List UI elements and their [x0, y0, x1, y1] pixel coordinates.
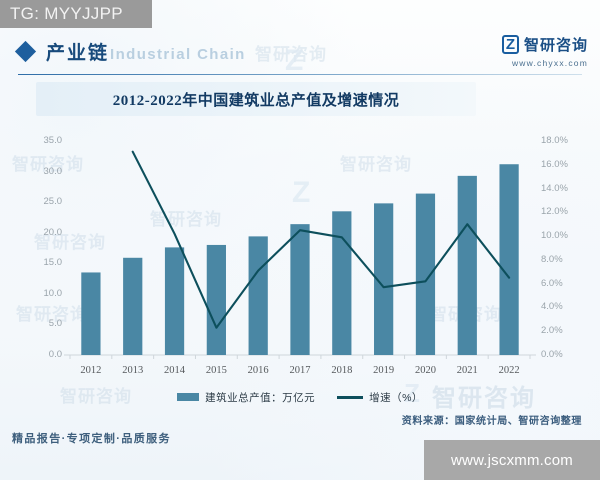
- source-note: 资料来源：国家统计局、智研咨询整理: [401, 416, 582, 427]
- x-tick-2013: 2013: [122, 365, 144, 376]
- tg-tag-overlay: TG: MYYJJPP: [0, 0, 152, 28]
- brand-logo-icon: Z: [501, 35, 519, 54]
- x-tick-2015: 2015: [205, 365, 227, 376]
- chart-legend: 建筑业总产值：万亿元 增速（%）: [0, 388, 600, 406]
- x-tick-2021: 2021: [456, 365, 478, 376]
- brand-name: 智研咨询: [523, 37, 588, 54]
- legend-bar-label: 建筑业总产值：万亿元: [205, 391, 316, 404]
- y-tick-left-35.0: 35.0: [43, 135, 63, 146]
- x-tick-2016: 2016: [247, 365, 269, 376]
- y-tick-right-8.0%: 8.0%: [541, 253, 563, 265]
- x-tick-2012: 2012: [80, 365, 102, 376]
- bar-2014: [164, 247, 185, 355]
- bar-2016: [248, 236, 268, 355]
- legend-line-label: 增速（%）: [369, 391, 423, 404]
- x-tick-2020: 2020: [414, 365, 436, 376]
- y-tick-right-14.0%: 14.0%: [541, 182, 568, 194]
- url-overlay-text: www.jscxmm.com: [451, 451, 573, 469]
- x-tick-2014: 2014: [164, 365, 186, 376]
- y-tick-left-5.0: 5.0: [48, 318, 62, 330]
- brand-block: Z 智研咨询 www.chyxx.com: [501, 34, 588, 68]
- bar-2019: [374, 203, 394, 355]
- y-tick-right-6.0%: 6.0%: [541, 277, 563, 289]
- legend-line-swatch: [337, 395, 364, 399]
- x-tick-2022: 2022: [498, 365, 520, 376]
- growth-rate-line: [131, 150, 511, 329]
- brand-url: www.chyxx.com: [511, 58, 588, 68]
- y-tick-left-20.0: 20.0: [43, 226, 63, 238]
- y-tick-left-30.0: 30.0: [43, 165, 63, 177]
- y-tick-right-2.0%: 2.0%: [541, 325, 563, 337]
- x-tick-2018: 2018: [331, 365, 353, 376]
- bar-2020: [415, 193, 436, 355]
- y-tick-right-16.0%: 16.0%: [541, 158, 568, 170]
- y-tick-right-0.0%: 0.0%: [541, 349, 563, 360]
- bar-2018: [332, 211, 352, 355]
- y-tick-right-18.0%: 18.0%: [541, 135, 568, 146]
- legend-item-bar: 建筑业总产值：万亿元: [177, 390, 315, 405]
- bar-2021: [457, 175, 477, 355]
- bar-2013: [123, 257, 143, 355]
- url-overlay: www.jscxmm.com: [424, 440, 600, 480]
- tagline: 精品报告·专项定制·品质服务: [12, 433, 171, 445]
- bar-2022: [499, 164, 519, 355]
- header-divider: [18, 74, 582, 75]
- page-title: 产业链: [46, 43, 110, 64]
- chart-title: 2012-2022年中国建筑业总产值及增速情况: [112, 93, 400, 109]
- bar-2015: [206, 244, 226, 355]
- header-subtitle: Industrial Chain: [110, 46, 246, 63]
- y-tick-right-10.0%: 10.0%: [541, 230, 568, 242]
- x-tick-2019: 2019: [373, 365, 395, 376]
- y-tick-right-12.0%: 12.0%: [541, 206, 568, 218]
- bar-2017: [290, 224, 310, 355]
- legend-bar-swatch: [177, 393, 200, 401]
- bar-2012: [81, 272, 101, 355]
- y-tick-left-25.0: 25.0: [43, 196, 63, 208]
- x-tick-2017: 2017: [289, 365, 311, 376]
- page-header: Industrial Chain 产业链 Z 智研咨询 www.chyxx.co…: [0, 34, 600, 80]
- y-tick-left-10.0: 10.0: [43, 287, 63, 299]
- y-tick-left-0.0: 0.0: [48, 349, 62, 360]
- y-tick-right-4.0%: 4.0%: [541, 301, 563, 313]
- legend-item-line: 增速（%）: [337, 390, 423, 405]
- chart-title-card: 2012-2022年中国建筑业总产值及增速情况: [36, 82, 476, 116]
- y-tick-left-15.0: 15.0: [43, 257, 63, 269]
- tg-tag-text: TG: MYYJJPP: [10, 4, 123, 23]
